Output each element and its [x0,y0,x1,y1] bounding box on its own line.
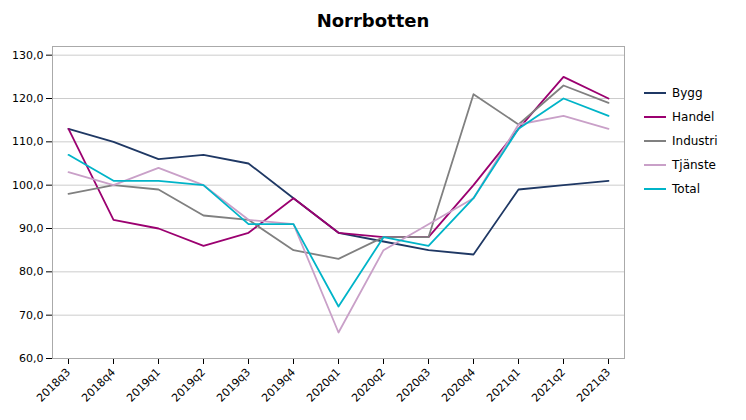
svg-text:60,0: 60,0 [19,352,44,365]
svg-text:2020q2: 2020q2 [349,366,388,405]
svg-text:2020q1: 2020q1 [304,366,343,405]
html-text:Industri: Industri [672,134,718,148]
svg-text:80,0: 80,0 [19,265,44,278]
html-text:Tjänste: Tjänste [672,158,716,172]
svg-text:2021q1: 2021q1 [484,366,523,405]
svg-text:100,0: 100,0 [12,179,44,192]
svg-text:90,0: 90,0 [19,222,44,235]
html-text:Bygg: Bygg [672,86,703,100]
svg-text:2020q4: 2020q4 [439,366,478,405]
svg-text:2018q3: 2018q3 [34,366,73,405]
svg-text:2021q2: 2021q2 [529,366,568,405]
svg-text:2018q4: 2018q4 [79,366,118,405]
html-text:Total: Total [672,182,700,196]
svg-text:130,0: 130,0 [12,49,44,62]
svg-text:120,0: 120,0 [12,92,44,105]
svg-text:2019q1: 2019q1 [124,366,163,405]
html-text:Handel: Handel [672,110,715,124]
svg-text:2019q3: 2019q3 [214,366,253,405]
svg-text:70,0: 70,0 [19,309,44,322]
svg-text:2020q3: 2020q3 [394,366,433,405]
svg-text:110,0: 110,0 [12,135,44,148]
html-text:Norrbotten: Norrbotten [316,10,430,31]
svg-text:2021q3: 2021q3 [574,366,613,405]
svg-text:2019q4: 2019q4 [259,366,298,405]
svg-text:2019q2: 2019q2 [169,366,208,405]
